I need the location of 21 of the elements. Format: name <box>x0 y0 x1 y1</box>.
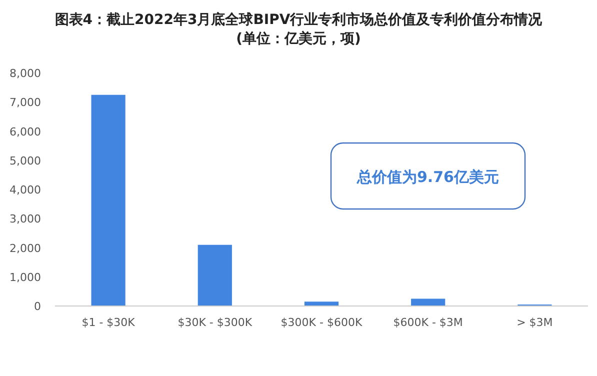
chart-subtitle: (单位：亿美元，项) <box>236 30 361 47</box>
bar <box>91 94 126 306</box>
y-tick-label: 7,000 <box>10 96 41 110</box>
y-tick-label: 5,000 <box>10 154 41 168</box>
y-tick-label: 2,000 <box>10 242 41 255</box>
x-tick-label: $1 - $30K <box>82 316 136 329</box>
y-tick-label: 6,000 <box>10 125 41 138</box>
x-tick-label: $600K - $3M <box>393 316 463 329</box>
bar <box>304 302 339 306</box>
y-tick-label: 1,000 <box>10 270 41 284</box>
bar <box>198 244 232 306</box>
bar <box>411 298 446 306</box>
y-tick-label: 3,000 <box>10 212 41 226</box>
chart-title: 图表4：截止2022年3月底全球BIPV行业专利市场总价值及专利价值分布情况 <box>54 11 544 28</box>
x-tick-label: $300K - $600K <box>280 316 363 329</box>
y-tick-label: 8,000 <box>10 67 41 80</box>
y-tick-label: 0 <box>34 300 41 313</box>
annotation: 总价值为9.76亿美元 <box>356 168 500 186</box>
x-tick-label: > $3M <box>516 316 553 329</box>
x-tick-label: $30K - $300K <box>178 316 253 329</box>
y-tick-label: 4,000 <box>10 184 41 196</box>
